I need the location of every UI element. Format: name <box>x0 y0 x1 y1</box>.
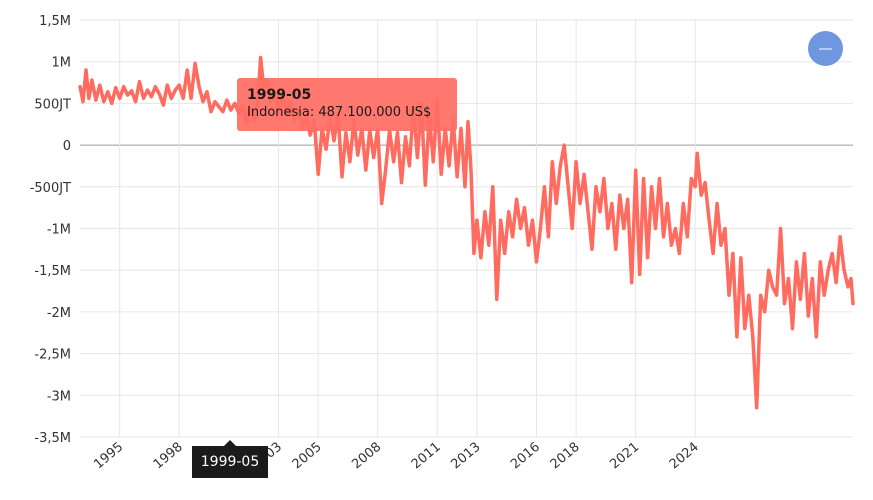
series-layer <box>78 55 855 410</box>
y-tick-label: 500JT <box>34 97 71 112</box>
grid-lines <box>80 19 853 438</box>
series-line-indonesia[interactable] <box>78 55 855 410</box>
x-tick-label: 1998 <box>151 440 186 473</box>
y-tick-label: -500JT <box>30 181 71 196</box>
y-tick-label: -3M <box>47 389 71 404</box>
tooltip-value: Indonesia: 487.100.000 US$ <box>247 105 432 120</box>
x-tick-label: 2021 <box>607 440 642 473</box>
y-tick-label: -1M <box>47 223 71 238</box>
y-tick-label: 0 <box>63 139 71 154</box>
x-tick-label: 2018 <box>548 440 583 473</box>
y-tick-label: -1,5M <box>34 264 71 279</box>
crosshair-x-label-text: 1999-05 <box>200 454 260 470</box>
x-tick-label: 2005 <box>290 440 325 473</box>
x-tick-label: 1995 <box>91 440 126 473</box>
tooltip-title: 1999-05 <box>247 87 312 103</box>
y-tick-label: -2,5M <box>34 348 71 363</box>
x-tick-label: 2024 <box>667 440 702 473</box>
crosshair-x-label: 1999-05 <box>192 440 268 478</box>
x-tick-label: 2016 <box>508 440 543 473</box>
y-axis-ticks: 1,5M 1M 500JT 0 -500JT -1M -1,5M -2M -2,5M -3M -3,… <box>30 14 71 446</box>
x-tick-label: 2011 <box>409 440 444 473</box>
zoom-reset-button[interactable]: — <box>808 31 843 66</box>
y-tick-label: 1M <box>52 56 72 71</box>
crosshair-arrow <box>224 440 236 446</box>
y-tick-label: 1,5M <box>39 14 71 29</box>
data-tooltip: 1999-05 Indonesia: 487.100.000 US$ <box>237 78 457 131</box>
y-tick-label: -2M <box>47 306 71 321</box>
x-tick-label: 2013 <box>448 440 483 473</box>
minus-icon: — <box>818 40 833 57</box>
x-tick-label: 2008 <box>349 440 384 473</box>
x-axis-ticks: 1995199820032005200820112013201620182021… <box>91 440 702 473</box>
y-tick-label: -3,5M <box>34 431 71 446</box>
